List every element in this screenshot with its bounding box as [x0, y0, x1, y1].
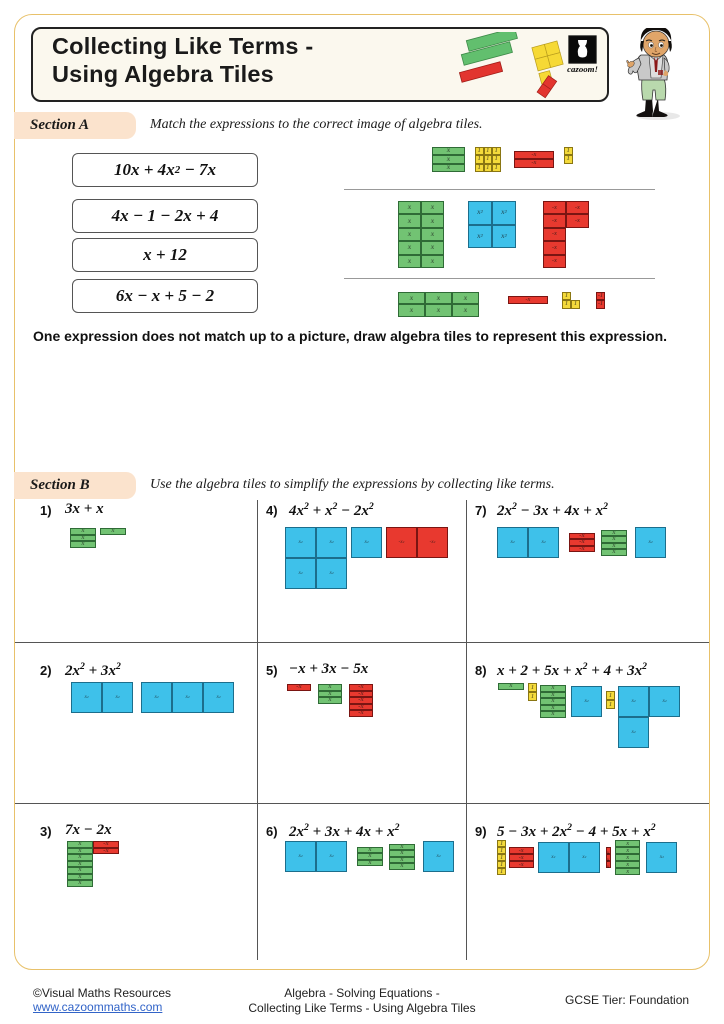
svg-text:cazoom!: cazoom!: [567, 64, 598, 74]
